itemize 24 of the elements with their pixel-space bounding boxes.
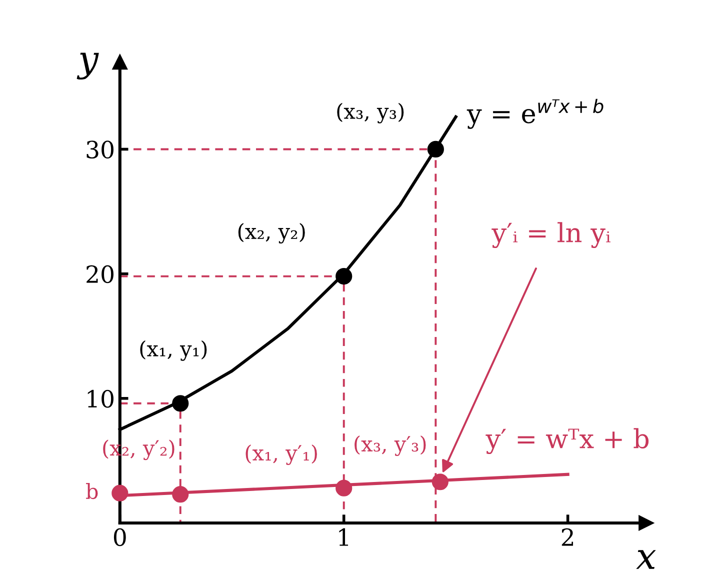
annotation: (x₂, y₂) xyxy=(238,223,305,244)
annotation: y = e$^{wᵀx+b}$ xyxy=(466,98,604,129)
point xyxy=(427,140,444,158)
point xyxy=(112,484,128,502)
annotation: y′ᵢ = ln yᵢ xyxy=(492,222,610,248)
y-tick-label: 10 xyxy=(88,390,114,408)
y-tick-label: 20 xyxy=(86,265,114,284)
annotation: b xyxy=(86,483,98,500)
annotation: (x₃, y₃) xyxy=(337,102,404,124)
point xyxy=(432,474,448,490)
x-tick-label: 2 xyxy=(562,528,574,546)
annotation: (x₃, y′₃) xyxy=(354,436,426,456)
point xyxy=(172,395,189,412)
point xyxy=(336,480,352,496)
point xyxy=(336,268,352,285)
point xyxy=(172,486,189,503)
x-tick-label: 0 xyxy=(114,528,126,546)
x-axis-title: x xyxy=(636,550,656,569)
x-tick-label: 1 xyxy=(339,528,348,546)
y-axis-title: y xyxy=(76,52,99,80)
annotation: (x₁, y′₁) xyxy=(246,444,317,465)
annotation: y′ = wᵀx + b xyxy=(486,428,649,454)
y-tick-label: 30 xyxy=(86,140,114,159)
annotation: (x₁, y₁) xyxy=(140,340,207,361)
